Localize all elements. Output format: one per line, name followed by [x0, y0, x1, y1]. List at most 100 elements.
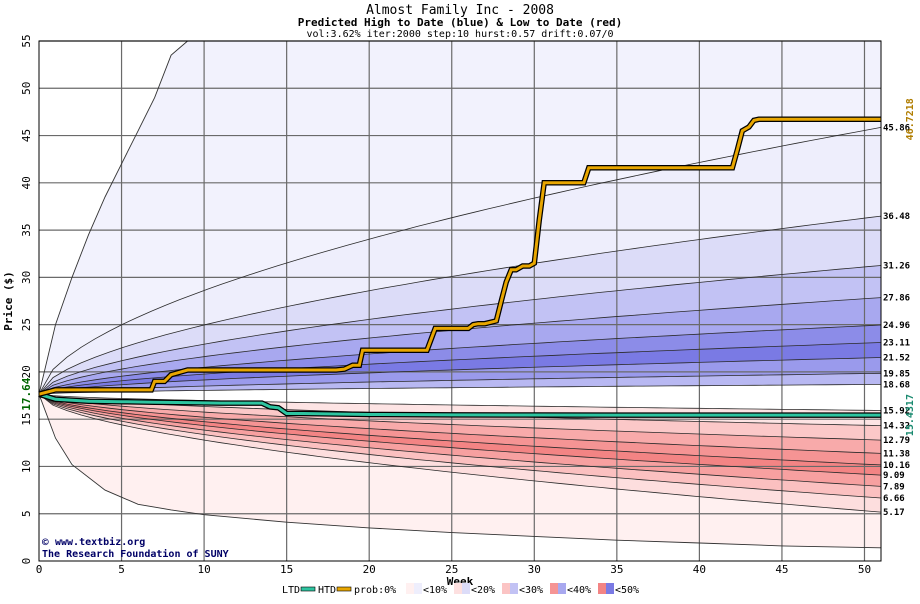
- band-boundary-line-2: [38, 215, 882, 395]
- legend-htd-swatch: [336, 586, 352, 592]
- y-tick-label-45: 45: [20, 129, 33, 142]
- x-tick-label-15: 15: [280, 563, 293, 576]
- y-tick-label-25: 25: [20, 318, 33, 331]
- band-boundary-line-6: [38, 342, 882, 395]
- right-value-label-18: 5.17: [883, 508, 905, 518]
- legend-swatch-high-5: [606, 583, 614, 594]
- legend-ltd-label: LTD: [282, 585, 300, 596]
- right-value-label-8: 19.85: [883, 369, 910, 379]
- copyright-icon: ©: [42, 536, 49, 549]
- legend-swatch-low-2: [454, 583, 462, 594]
- band-high-3: [39, 265, 881, 395]
- legend-swatch-low-5: [598, 583, 606, 594]
- right-value-label-1: 45.86: [883, 123, 910, 133]
- y-tick-label-50: 50: [20, 82, 33, 95]
- x-tick-label-20: 20: [363, 563, 376, 576]
- axes-layer: 0 5 10 15 20 25 30 35 40 45 50 0 5 10 15 20 25 30 35 40 45 50…: [2, 34, 882, 588]
- legend-swatch-high-3: [510, 583, 518, 594]
- htd-current-value: 46.7218: [905, 98, 916, 140]
- band-middle: [39, 384, 881, 411]
- right-value-labels: 45.86 36.48 31.26 27.86 24.96 23.11 21.52 19.85…: [883, 98, 916, 518]
- legend-swatch-high-4: [558, 583, 566, 594]
- band-boundary-line-15: [38, 393, 882, 476]
- legend-ltd-swatch: [300, 586, 316, 592]
- legend-swatch-high-1: [414, 583, 422, 594]
- title-group: Almost Family Inc - 2008 Predicted High …: [298, 3, 623, 40]
- right-value-label-5: 24.96: [883, 321, 910, 331]
- band-boundary-line-14: [38, 393, 882, 466]
- chart-title: Almost Family Inc - 2008: [366, 3, 554, 18]
- series-layer: [38, 116, 881, 418]
- legend-prob-label: prob:0%: [354, 585, 396, 596]
- outer-low-envelope-line: [38, 394, 882, 549]
- band-boundary-line-8: [38, 372, 882, 395]
- band-low-4: [39, 394, 881, 465]
- legend-item-label-5: <50%: [615, 585, 639, 596]
- right-value-label-7: 21.52: [883, 354, 910, 364]
- right-value-label-12: 12.79: [883, 436, 910, 446]
- legend-item-label-3: <30%: [519, 585, 543, 596]
- legend: LTD HTD prob:0% <10% <20% <30% <40% <50%: [282, 583, 639, 596]
- plot-frame: [38, 40, 882, 562]
- y-axis-title: Price ($): [2, 271, 15, 331]
- y-tick-label-5: 5: [20, 510, 33, 517]
- y-tick-label-0: 0: [20, 558, 33, 565]
- band-low-7: [39, 394, 881, 498]
- right-value-label-3: 31.26: [883, 261, 910, 271]
- x-tick-label-45: 45: [775, 563, 788, 576]
- band-boundary-line-3: [38, 265, 882, 395]
- legend-swatch-high-2: [462, 583, 470, 594]
- band-boundary-line-13: [38, 393, 882, 454]
- y-tick-label-20: 20: [20, 365, 33, 378]
- band-high-1: [39, 127, 881, 395]
- legend-swatch-low-1: [406, 583, 414, 594]
- right-value-label-11: 14.32: [883, 422, 910, 432]
- legend-item-label-4: <40%: [567, 585, 591, 596]
- band-boundary-line-18: [38, 393, 882, 513]
- right-value-label-9: 18.68: [883, 380, 910, 390]
- right-value-label-16: 7.89: [883, 482, 905, 492]
- right-value-label-13: 11.38: [883, 449, 910, 459]
- band-low-9: [39, 394, 881, 548]
- htd-series-line: [38, 117, 881, 396]
- x-tick-label-0: 0: [36, 563, 43, 576]
- x-tick-label-10: 10: [197, 563, 210, 576]
- band-high-6: [39, 342, 881, 395]
- y-tick-label-30: 30: [20, 271, 33, 284]
- x-tick-label-35: 35: [610, 563, 623, 576]
- band-low-8: [39, 394, 881, 513]
- band-low-3: [39, 394, 881, 454]
- band-boundary-line-7: [38, 357, 882, 395]
- x-tick-label-25: 25: [445, 563, 458, 576]
- band-high-7: [39, 357, 881, 395]
- start-price-label: 17.64: [20, 377, 33, 410]
- band-high-4: [39, 297, 881, 395]
- y-tick-label-55: 55: [20, 34, 33, 47]
- band-high-2: [39, 216, 881, 395]
- right-value-label-14: 10.16: [883, 461, 910, 471]
- right-value-label-6: 23.11: [883, 339, 910, 349]
- legend-item-label-1: <10%: [423, 585, 447, 596]
- band-boundary-line-1: [38, 127, 882, 395]
- band-low-6: [39, 394, 881, 487]
- outer-high-envelope-line: [38, 40, 205, 395]
- chart-params: vol:3.62% iter:2000 step:10 hurst:0.57 d…: [306, 29, 613, 40]
- y-tick-label-35: 35: [20, 223, 33, 236]
- x-tick-label-40: 40: [693, 563, 706, 576]
- bands-layer: [39, 41, 881, 548]
- right-value-label-2: 36.48: [883, 212, 910, 222]
- band-boundary-line-12: [38, 393, 882, 441]
- x-tick-label-50: 50: [858, 563, 871, 576]
- y-tick-label-15: 15: [20, 413, 33, 426]
- legend-item-label-2: <20%: [471, 585, 495, 596]
- legend-swatch-low-4: [550, 583, 558, 594]
- band-high-outer: [39, 41, 881, 395]
- right-value-label-4: 27.86: [883, 294, 910, 304]
- watermark-url: www.textbiz.org: [55, 536, 145, 548]
- band-boundary-line-16: [38, 393, 882, 487]
- band-low-5: [39, 394, 881, 476]
- x-tick-label-30: 30: [528, 563, 541, 576]
- right-value-label-15: 9.09: [883, 471, 905, 481]
- band-boundary-line-9: [38, 384, 882, 395]
